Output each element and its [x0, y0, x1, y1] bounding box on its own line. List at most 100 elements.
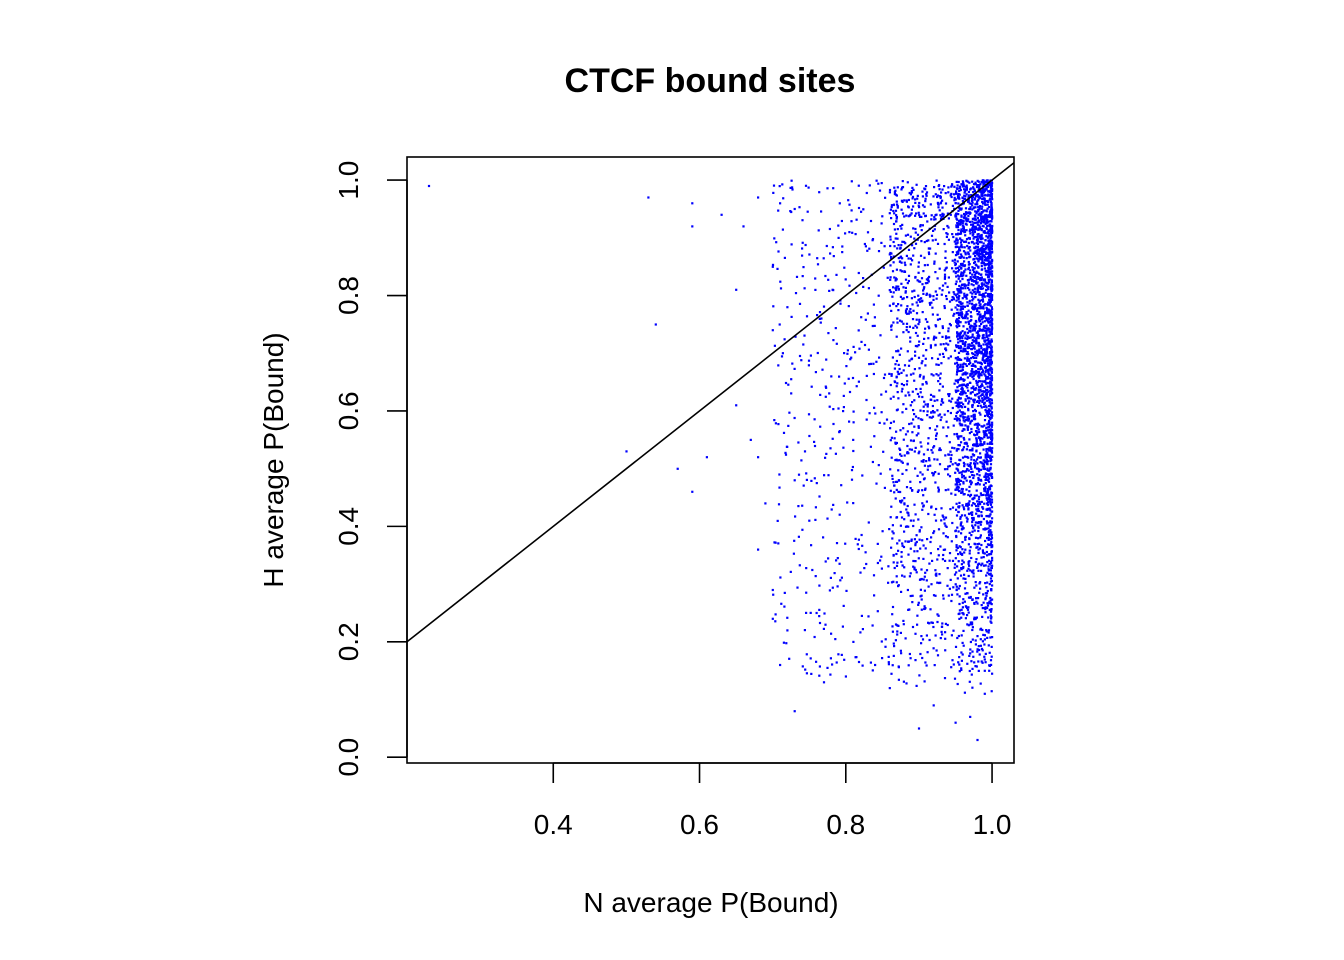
data-point	[936, 195, 939, 199]
data-point	[925, 191, 929, 194]
data-point	[956, 358, 959, 361]
data-point	[949, 213, 952, 216]
data-point	[950, 192, 953, 195]
data-point	[822, 627, 825, 630]
data-point	[971, 227, 974, 230]
data-point	[958, 294, 961, 297]
data-point	[972, 575, 975, 578]
data-point	[986, 194, 989, 197]
data-point	[970, 556, 973, 560]
data-point	[961, 389, 964, 392]
data-point	[989, 324, 992, 327]
data-point	[951, 559, 955, 562]
data-point	[932, 647, 935, 650]
data-point	[974, 643, 977, 646]
data-point	[985, 382, 988, 385]
data-point	[896, 370, 899, 373]
data-point	[941, 514, 944, 517]
data-point	[983, 373, 986, 376]
data-point	[973, 322, 976, 325]
data-point	[814, 506, 817, 509]
data-point	[975, 371, 979, 374]
data-point	[991, 438, 994, 441]
data-point	[985, 448, 988, 451]
data-point	[956, 483, 959, 486]
data-point	[984, 390, 987, 393]
data-point	[904, 311, 908, 314]
data-point	[972, 344, 975, 347]
data-point	[976, 354, 979, 357]
data-point	[991, 285, 994, 288]
data-point	[959, 280, 962, 283]
data-point	[935, 373, 938, 376]
data-point	[989, 378, 992, 381]
data-point	[915, 571, 918, 574]
data-point	[990, 366, 993, 370]
data-point	[985, 630, 988, 633]
data-point	[976, 648, 979, 651]
data-point	[957, 397, 961, 400]
data-point	[987, 334, 990, 337]
data-point	[974, 524, 977, 527]
data-point	[798, 564, 801, 567]
data-point	[980, 604, 983, 607]
data-point	[891, 530, 894, 533]
data-point	[971, 220, 974, 223]
x-tick-label: 1.0	[973, 809, 1012, 840]
data-point	[931, 415, 935, 418]
data-point	[953, 196, 956, 199]
data-point	[965, 294, 968, 297]
data-point	[948, 441, 951, 444]
data-point	[988, 477, 991, 480]
data-point	[896, 408, 899, 411]
data-point	[977, 529, 980, 533]
data-point	[969, 311, 972, 314]
data-point	[981, 179, 984, 182]
data-point	[857, 660, 861, 664]
data-point	[848, 390, 852, 394]
data-point	[978, 397, 981, 400]
data-point	[983, 349, 986, 352]
data-point	[907, 312, 910, 315]
data-point	[981, 187, 984, 190]
data-point	[984, 374, 987, 377]
data-point	[920, 445, 923, 448]
data-point	[983, 402, 986, 406]
data-point	[980, 180, 983, 184]
data-point	[777, 423, 780, 426]
data-point	[920, 297, 923, 300]
data-point	[976, 635, 979, 638]
data-point	[983, 191, 986, 194]
data-point	[988, 232, 991, 235]
data-point	[977, 213, 980, 216]
data-point	[968, 680, 971, 683]
data-point	[989, 596, 992, 600]
data-point	[822, 681, 826, 684]
data-point	[782, 431, 786, 434]
data-point	[961, 199, 964, 202]
data-point	[923, 605, 926, 608]
data-point	[984, 291, 987, 294]
data-point	[962, 566, 965, 569]
data-point	[913, 566, 916, 569]
data-point	[987, 404, 990, 408]
data-point	[914, 632, 917, 635]
data-point	[918, 395, 921, 398]
data-point	[990, 617, 993, 620]
data-point	[880, 222, 883, 225]
data-point	[894, 442, 897, 445]
data-point	[913, 399, 916, 402]
data-point	[832, 503, 835, 506]
data-point	[916, 474, 919, 477]
data-point	[987, 475, 990, 478]
data-point	[920, 526, 923, 529]
data-point	[990, 663, 993, 666]
data-point	[963, 246, 966, 249]
data-point	[951, 251, 954, 254]
data-point	[986, 295, 989, 298]
data-point	[871, 460, 874, 464]
data-point	[889, 383, 892, 387]
data-point	[915, 183, 918, 186]
data-point	[864, 551, 867, 554]
data-point	[933, 395, 936, 398]
